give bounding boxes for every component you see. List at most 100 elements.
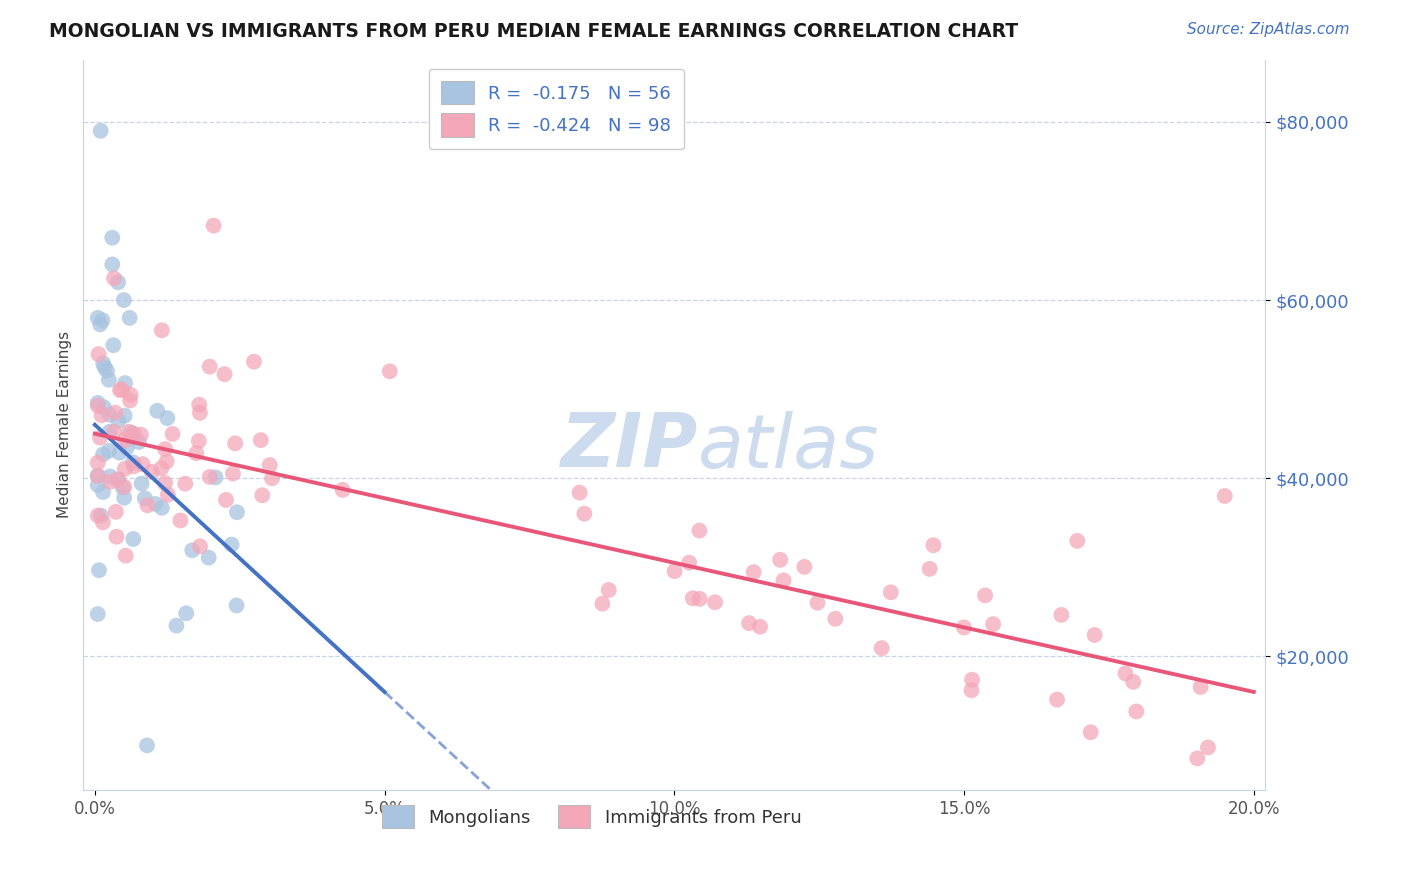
Point	[953, 620, 976, 634]
Point	[87, 396, 110, 410]
Point	[87, 563, 110, 577]
Point	[156, 411, 179, 425]
Point	[104, 505, 127, 519]
Point	[188, 406, 211, 420]
Point	[221, 538, 243, 552]
Point	[91, 447, 114, 461]
Point	[922, 538, 945, 552]
Point	[156, 488, 179, 502]
Point	[249, 433, 271, 447]
Point	[107, 472, 129, 486]
Point	[704, 595, 727, 609]
Point	[222, 467, 245, 481]
Point	[121, 455, 143, 469]
Point	[1050, 607, 1073, 622]
Point	[981, 617, 1004, 632]
Point	[664, 564, 686, 578]
Point	[107, 414, 129, 428]
Point	[114, 409, 136, 423]
Point	[103, 271, 125, 285]
Point	[97, 443, 120, 458]
Point	[198, 470, 221, 484]
Point	[1084, 628, 1107, 642]
Point	[122, 532, 145, 546]
Point	[153, 476, 176, 491]
Point	[87, 468, 110, 483]
Point	[87, 468, 110, 483]
Point	[98, 408, 121, 422]
Point	[93, 401, 115, 415]
Point	[678, 556, 700, 570]
Point	[215, 492, 238, 507]
Point	[91, 485, 114, 500]
Point	[122, 426, 145, 441]
Point	[162, 426, 184, 441]
Point	[150, 323, 173, 337]
Point	[114, 433, 136, 447]
Point	[121, 429, 143, 443]
Point	[112, 491, 135, 505]
Point	[97, 373, 120, 387]
Point	[689, 591, 711, 606]
Point	[128, 434, 150, 449]
Point	[90, 124, 112, 138]
Legend: Mongolians, Immigrants from Peru: Mongolians, Immigrants from Peru	[374, 798, 808, 836]
Point	[87, 347, 110, 361]
Point	[880, 585, 903, 599]
Point	[598, 582, 620, 597]
Point	[1080, 725, 1102, 739]
Point	[806, 596, 828, 610]
Point	[174, 607, 197, 621]
Point	[243, 354, 266, 368]
Point	[87, 310, 110, 325]
Point	[974, 588, 997, 602]
Point	[146, 404, 169, 418]
Point	[89, 318, 111, 332]
Point	[197, 550, 219, 565]
Point	[1066, 533, 1088, 548]
Point	[118, 393, 141, 408]
Point	[188, 398, 211, 412]
Point	[224, 436, 246, 450]
Point	[103, 425, 125, 439]
Point	[93, 360, 115, 375]
Point	[112, 480, 135, 494]
Point	[225, 599, 247, 613]
Point	[141, 465, 163, 479]
Point	[108, 383, 131, 397]
Point	[90, 508, 112, 523]
Point	[1146, 816, 1168, 830]
Point	[91, 516, 114, 530]
Point	[118, 310, 141, 325]
Point	[87, 508, 110, 523]
Point	[772, 574, 794, 588]
Point	[568, 485, 591, 500]
Point	[1189, 680, 1212, 694]
Point	[1122, 674, 1144, 689]
Point	[960, 673, 983, 687]
Text: ZIP: ZIP	[561, 410, 697, 483]
Text: atlas: atlas	[697, 410, 879, 483]
Point	[96, 364, 118, 378]
Point	[591, 597, 613, 611]
Point	[738, 616, 761, 631]
Point	[169, 513, 191, 527]
Point	[104, 406, 127, 420]
Point	[89, 431, 111, 445]
Point	[262, 471, 284, 485]
Point	[114, 549, 136, 563]
Point	[98, 425, 121, 439]
Point	[107, 473, 129, 487]
Point	[101, 257, 124, 271]
Text: Source: ZipAtlas.com: Source: ZipAtlas.com	[1187, 22, 1350, 37]
Point	[118, 425, 141, 439]
Point	[90, 409, 112, 423]
Point	[111, 480, 134, 494]
Point	[824, 612, 846, 626]
Point	[188, 539, 211, 553]
Point	[150, 461, 173, 475]
Text: MONGOLIAN VS IMMIGRANTS FROM PERU MEDIAN FEMALE EARNINGS CORRELATION CHART: MONGOLIAN VS IMMIGRANTS FROM PERU MEDIAN…	[49, 22, 1018, 41]
Point	[155, 442, 177, 457]
Point	[181, 543, 204, 558]
Point	[131, 457, 153, 471]
